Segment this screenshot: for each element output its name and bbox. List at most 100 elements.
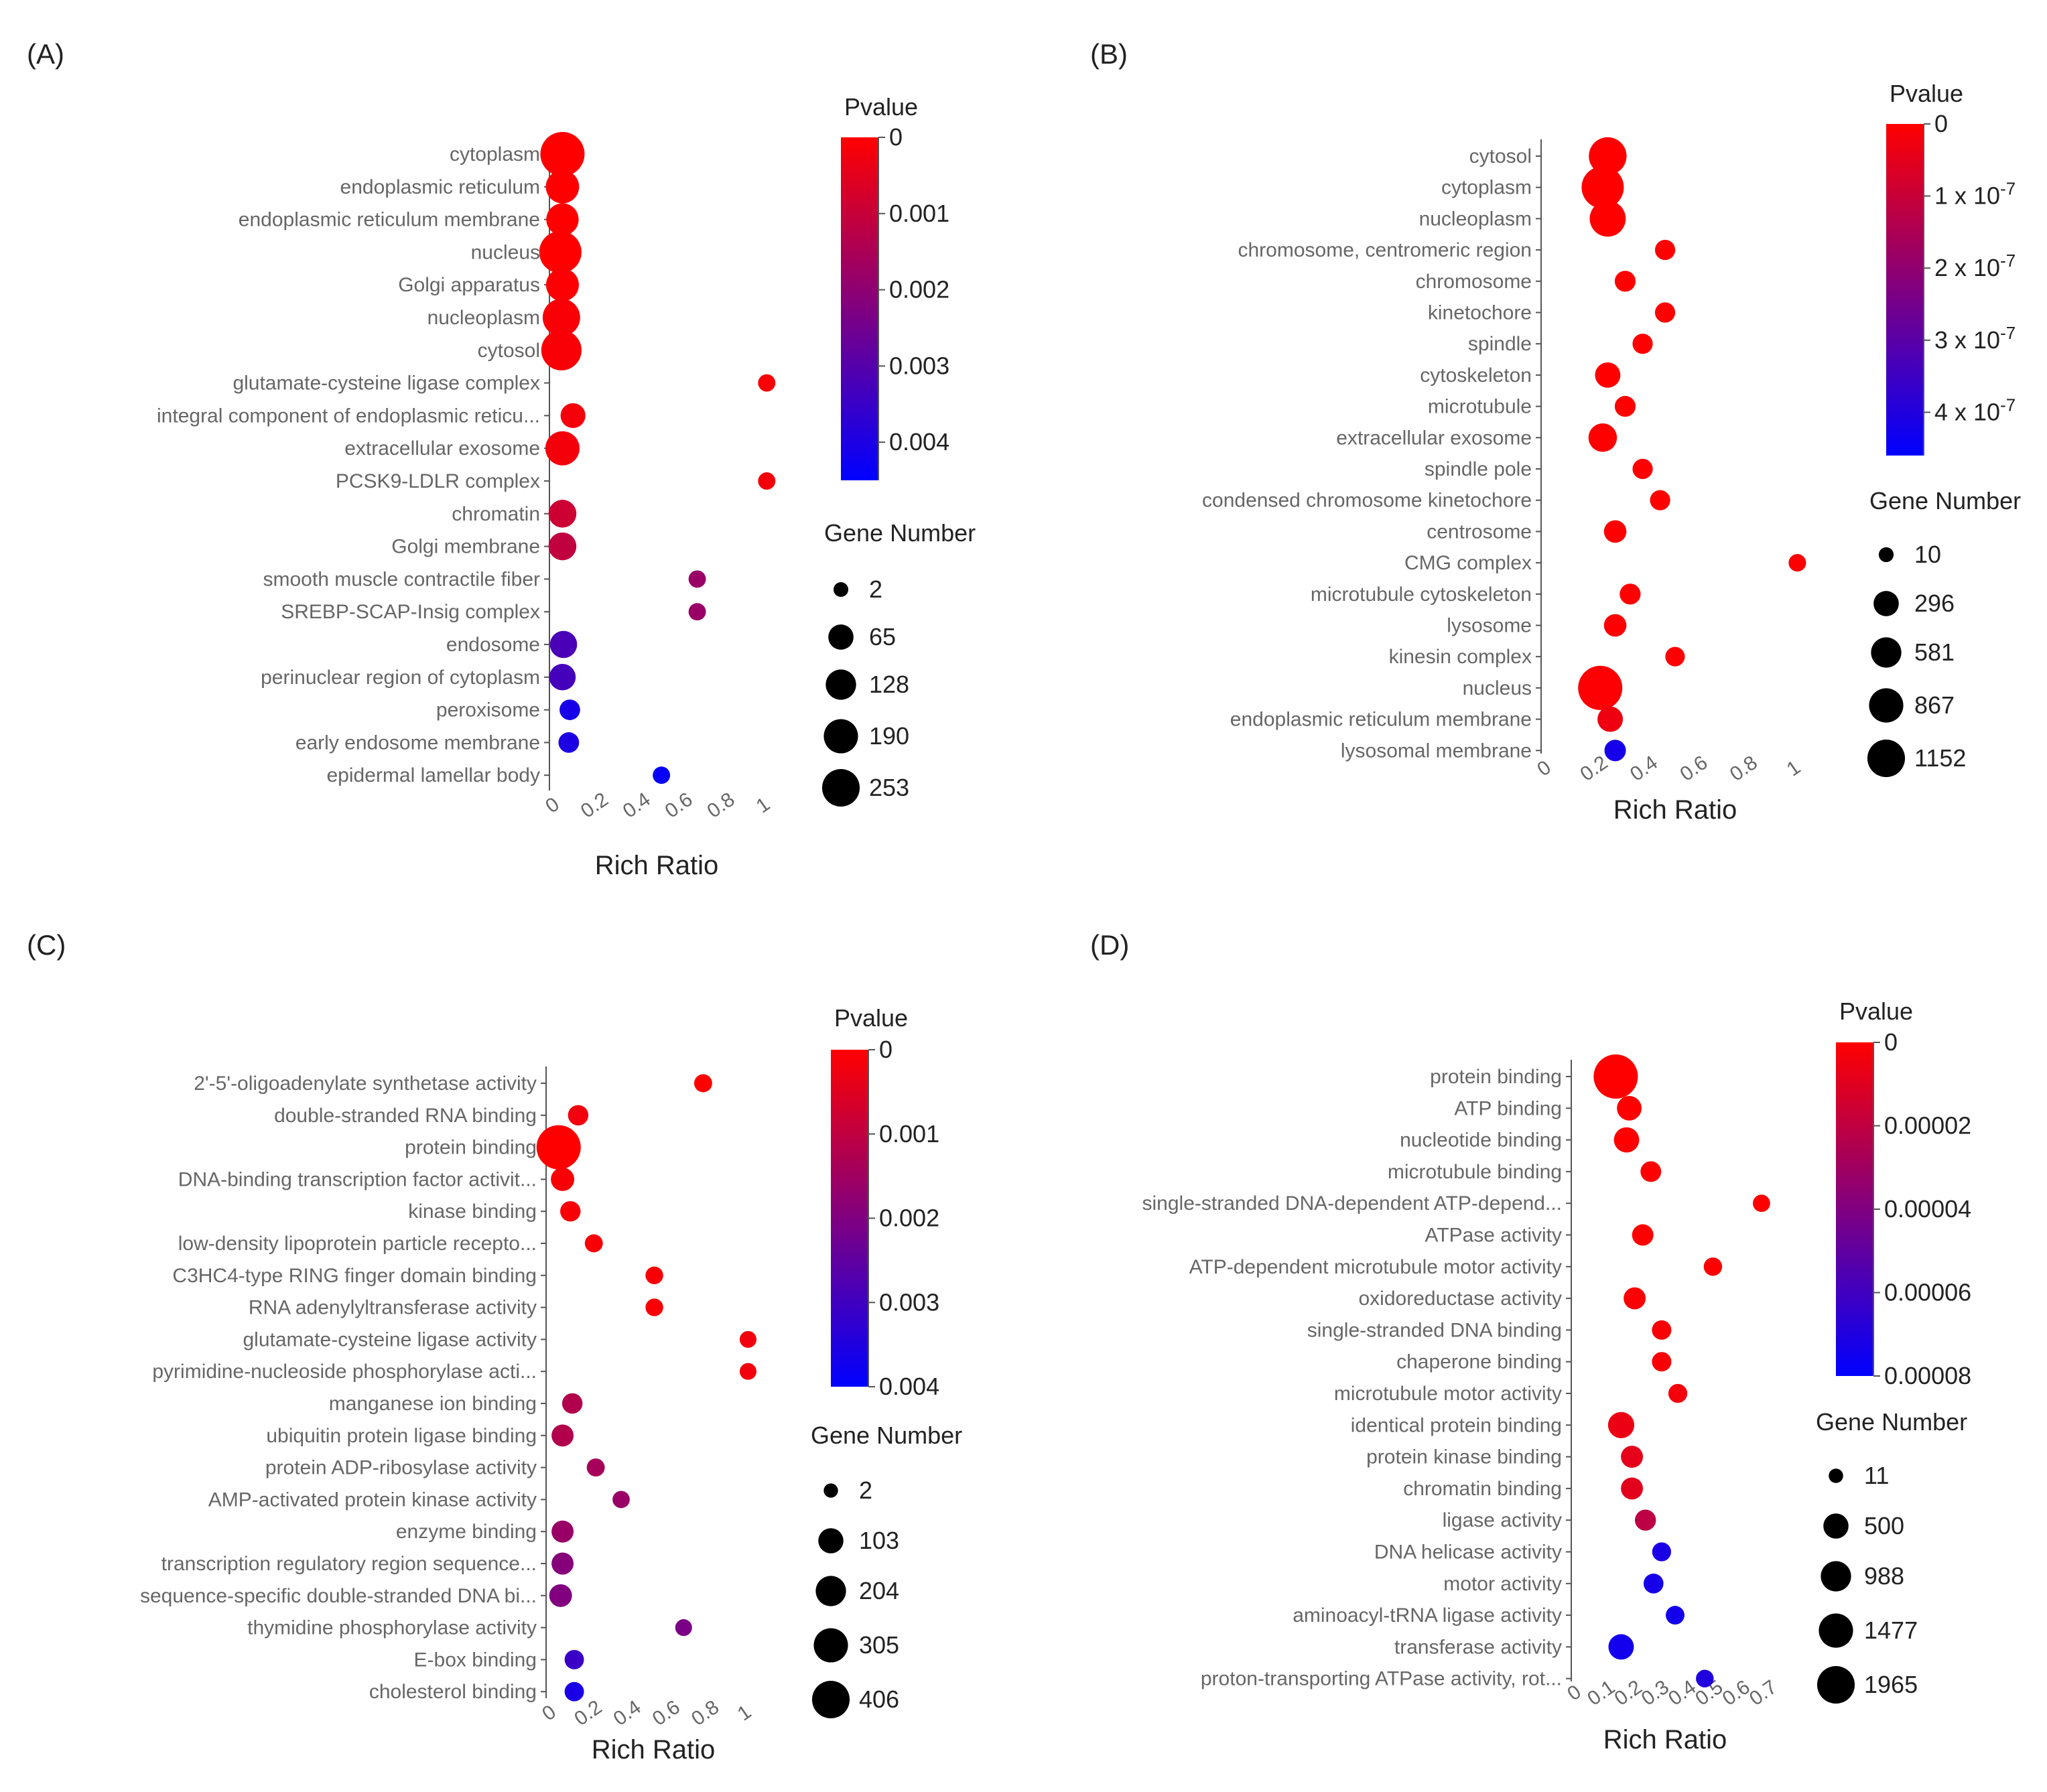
colorbar-tick-label: 0.004 — [889, 428, 949, 456]
x-tick-label: 0.8 — [703, 788, 738, 823]
y-tick-label: endoplasmic reticulum membrane — [239, 209, 540, 231]
data-point — [1589, 137, 1627, 176]
y-tick-label: aminoacyl-tRNA ligase activity — [1293, 1604, 1562, 1627]
colorbar-tick-exponent: -7 — [2000, 179, 2016, 199]
y-tick-label: endosome — [446, 634, 540, 656]
y-tick-label: single-stranded DNA binding — [1307, 1319, 1562, 1341]
data-point — [1640, 1161, 1662, 1182]
y-tick-label: microtubule binding — [1388, 1161, 1562, 1183]
x-tick-label: 0.4 — [1626, 752, 1662, 786]
colorbar-tick-label: 0.001 — [879, 1120, 939, 1148]
colorbar-tick-label: 0 — [1884, 1028, 1898, 1056]
size-legend-label: 2 — [859, 1476, 872, 1504]
panel-label: (D) — [1090, 929, 1129, 961]
y-tick-label: DNA-binding transcription factor activit… — [178, 1168, 537, 1190]
colorbar-tick-label: 0.00004 — [1884, 1195, 1971, 1223]
size-legend-dot — [1817, 1665, 1855, 1704]
data-point — [1621, 1477, 1643, 1500]
y-tick-label: extracellular exosome — [1336, 427, 1532, 449]
data-point — [1588, 423, 1617, 452]
y-tick-label: sequence-specific double-stranded DNA bi… — [140, 1585, 537, 1607]
colorbar-tick-label: 0 — [879, 1036, 893, 1063]
data-point — [688, 570, 706, 588]
x-tick-label: 0.6 — [1676, 752, 1711, 786]
y-tick-label: centrosome — [1427, 521, 1532, 543]
data-point — [612, 1491, 630, 1509]
data-point — [1634, 1509, 1656, 1531]
y-tick-label: endoplasmic reticulum membrane — [1230, 709, 1532, 731]
data-point — [1643, 1573, 1664, 1594]
x-tick-label: 1 — [1783, 756, 1805, 781]
size-legend-label: 988 — [1864, 1562, 1904, 1590]
size-legend-label: 581 — [1914, 638, 1955, 666]
data-point — [758, 472, 776, 490]
size-legend-dot — [811, 1680, 850, 1719]
colorbar-tick-label: 2 x 10-7 — [1934, 251, 2016, 281]
data-point — [542, 299, 580, 336]
data-point — [1696, 1669, 1714, 1687]
colorbar-title: Pvalue — [834, 1004, 908, 1032]
size-legend-dot — [826, 669, 856, 700]
panel-label: (B) — [1090, 38, 1128, 70]
y-tick-label: glutamate-cysteine ligase activity — [243, 1328, 537, 1351]
data-point — [545, 431, 580, 466]
x-tick-label: 1 — [734, 1701, 756, 1726]
y-tick-label: Golgi apparatus — [398, 274, 540, 296]
data-point — [1668, 1383, 1688, 1403]
panel-1: (A) cytoplasm endoplasmic reticulum endopla… — [27, 38, 976, 880]
data-point — [1654, 302, 1676, 323]
colorbar-tick-label: 4 x 10-7 — [1934, 395, 2016, 425]
y-tick-label: ATP-dependent microtubule motor activity — [1189, 1256, 1562, 1278]
colorbar-tick-exponent: -7 — [2000, 395, 2016, 415]
data-point — [739, 1330, 756, 1348]
data-point — [1581, 166, 1624, 209]
x-tick-label: 0.8 — [1726, 752, 1762, 786]
x-tick-label: 0.4 — [610, 1696, 645, 1730]
y-tick-label: protein kinase binding — [1366, 1446, 1562, 1468]
data-point — [1589, 200, 1626, 237]
y-tick-label: oxidoreductase activity — [1359, 1288, 1563, 1310]
data-point — [568, 1105, 589, 1126]
y-tick-label: ATPase activity — [1425, 1225, 1562, 1247]
size-legend-title: Gene Number — [824, 519, 976, 547]
size-legend-dot — [1871, 637, 1902, 668]
data-point — [584, 1234, 603, 1253]
y-tick-label: peroxisome — [436, 699, 540, 721]
size-legend-label: 10 — [1914, 541, 1941, 568]
y-tick-label: glutamate-cysteine ligase complex — [233, 372, 540, 395]
y-tick-label: cytoplasm — [450, 143, 540, 165]
data-point — [551, 1424, 574, 1447]
y-tick-label: chromosome — [1416, 271, 1532, 293]
y-tick-label: endoplasmic reticulum — [340, 176, 540, 198]
y-tick-label: low-density lipoprotein particle recepto… — [178, 1233, 537, 1255]
y-tick-label: single-stranded DNA-dependent ATP-depend… — [1142, 1192, 1563, 1215]
data-point — [758, 374, 776, 392]
data-point — [1614, 271, 1636, 292]
size-legend-label: 204 — [859, 1577, 899, 1604]
data-point — [1652, 1352, 1672, 1372]
y-tick-label: SREBP-SCAP-Insig complex — [281, 601, 540, 623]
panel-label: (A) — [27, 38, 64, 70]
y-tick-label: microtubule motor activity — [1334, 1383, 1562, 1405]
data-point — [1624, 1287, 1646, 1310]
data-point — [560, 403, 586, 428]
x-axis-label: Rich Ratio — [1603, 1725, 1727, 1754]
size-legend-dot — [828, 624, 854, 650]
y-tick-label: nucleoplasm — [427, 307, 540, 329]
y-tick-label: transcription regulatory region sequence… — [161, 1553, 537, 1575]
size-legend-dot — [815, 1576, 846, 1606]
colorbar — [831, 1050, 868, 1387]
panel-2: (B) cytosol cytoplasm nucleoplasm chromosome… — [1090, 38, 2021, 825]
y-tick-label: identical protein binding — [1351, 1414, 1562, 1436]
y-tick-label: thymidine phosphorylase activity — [247, 1617, 537, 1639]
data-point — [1652, 1320, 1672, 1340]
y-tick-label: microtubule — [1428, 396, 1532, 418]
x-tick-label: 0 — [1563, 1681, 1585, 1706]
y-tick-label: nucleus — [1463, 677, 1532, 699]
panel-label: (C) — [27, 929, 66, 961]
size-legend-label: 1477 — [1864, 1616, 1918, 1644]
y-tick-label: enzyme binding — [396, 1521, 537, 1543]
y-tick-label: manganese ion binding — [329, 1393, 537, 1415]
y-tick-label: smooth muscle contractile fiber — [263, 568, 541, 590]
